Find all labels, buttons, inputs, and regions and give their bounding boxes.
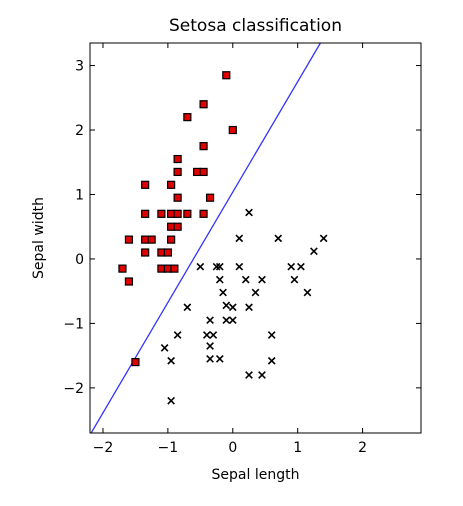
y-axis-label: Sepal width <box>31 197 47 279</box>
class-b-point <box>196 262 205 271</box>
class-b-point <box>215 275 224 284</box>
class-b-point <box>215 355 224 363</box>
class-b-point <box>228 316 237 325</box>
class-b-point <box>287 262 296 271</box>
class-b-point <box>206 342 214 350</box>
class-b-point <box>202 331 211 339</box>
y-tick-label: 1 <box>75 187 84 203</box>
x-axis-ticks: −2 −1 0 1 2 <box>93 43 367 456</box>
class-b-point <box>215 262 224 271</box>
y-tick-label: −2 <box>63 381 84 397</box>
x-tick-label: 1 <box>293 440 302 456</box>
class-a-point <box>157 209 166 218</box>
class-b-point <box>167 396 175 405</box>
class-a-point <box>118 264 127 273</box>
class-a-point <box>173 222 182 231</box>
class-a-point <box>199 142 208 151</box>
class-a-point <box>199 167 208 177</box>
plot-frame <box>89 42 422 434</box>
class-b-point <box>258 275 266 284</box>
class-b-point <box>297 262 305 271</box>
class-b-point <box>245 303 253 312</box>
class-b-point <box>173 331 182 339</box>
class-a-point <box>147 235 156 244</box>
class-a-point <box>173 154 182 164</box>
class-b-point <box>212 262 221 271</box>
class-a-point <box>173 209 182 218</box>
class-b-point <box>235 262 244 271</box>
class-a-point <box>141 180 150 189</box>
class-a-point <box>124 235 134 244</box>
class-b-point <box>241 275 250 284</box>
class-b-point <box>303 288 312 297</box>
y-tick-label: 2 <box>75 123 84 139</box>
class-a-point <box>131 357 140 367</box>
class-a-point <box>163 248 172 257</box>
class-b-point <box>222 301 231 310</box>
class-b-point <box>209 331 218 339</box>
class-a-point <box>199 100 208 109</box>
class-b-point <box>310 247 318 256</box>
class-a-point <box>205 193 215 202</box>
class-b-point <box>235 234 244 243</box>
class-a-point <box>141 209 150 218</box>
class-b-point <box>206 316 214 325</box>
class-a-point <box>222 71 231 80</box>
class-b-point <box>183 303 192 312</box>
class-a-point <box>141 248 150 257</box>
class-a-point <box>173 167 182 177</box>
class-a-markers <box>118 71 237 367</box>
y-tick-label: 0 <box>75 252 84 268</box>
chart-title: Setosa classification <box>169 16 342 36</box>
class-b-point <box>290 275 299 284</box>
class-a-point <box>173 193 182 202</box>
y-axis-ticks: −2 −1 0 1 2 3 <box>63 59 421 397</box>
class-b-point <box>267 356 276 365</box>
y-tick-label: −1 <box>63 316 84 332</box>
class-b-point <box>245 208 253 217</box>
class-a-point <box>228 125 237 135</box>
class-a-point <box>183 209 192 218</box>
class-b-point <box>251 288 260 297</box>
class-b-point <box>206 355 214 363</box>
class-b-point <box>228 303 237 312</box>
class-a-point <box>183 113 192 122</box>
class-b-point <box>222 316 231 325</box>
class-a-point <box>167 235 176 244</box>
x-tick-label: −1 <box>158 440 179 456</box>
decision-boundary-line <box>90 43 321 433</box>
class-b-point <box>219 288 227 297</box>
class-a-point <box>170 264 179 273</box>
class-b-point <box>160 344 169 352</box>
class-b-markers <box>160 208 328 405</box>
class-b-point <box>258 371 266 379</box>
x-axis-label: Sepal length <box>212 467 300 483</box>
x-tick-label: 2 <box>358 440 367 456</box>
class-a-point <box>124 277 134 286</box>
x-tick-label: 0 <box>228 440 237 456</box>
class-b-point <box>167 356 175 365</box>
class-a-point <box>167 180 176 189</box>
class-a-point <box>199 209 208 218</box>
y-tick-label: 3 <box>75 59 84 75</box>
class-b-point <box>274 234 283 243</box>
class-b-point <box>245 371 253 379</box>
class-b-point <box>319 234 328 243</box>
class-b-point <box>267 331 276 339</box>
plot-area <box>90 43 328 433</box>
x-tick-label: −2 <box>93 440 114 456</box>
